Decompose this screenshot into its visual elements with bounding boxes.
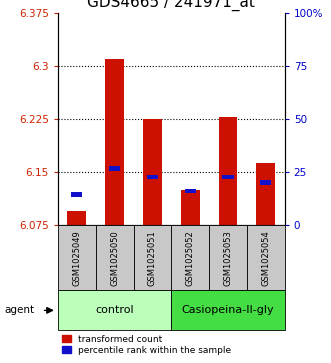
Bar bbox=[133, 225, 171, 290]
Text: GSM1025053: GSM1025053 bbox=[223, 230, 232, 286]
Bar bbox=[58, 290, 171, 330]
Bar bbox=[105, 59, 124, 225]
Bar bbox=[96, 225, 133, 290]
Bar bbox=[260, 180, 271, 185]
Text: control: control bbox=[95, 305, 134, 315]
Bar bbox=[209, 225, 247, 290]
Bar bbox=[222, 175, 234, 179]
Bar bbox=[184, 189, 196, 193]
Text: GSM1025049: GSM1025049 bbox=[72, 230, 81, 286]
Bar bbox=[68, 211, 86, 225]
Bar bbox=[109, 166, 120, 171]
Bar bbox=[147, 175, 158, 179]
Title: GDS4665 / 241971_at: GDS4665 / 241971_at bbox=[87, 0, 255, 11]
Bar bbox=[256, 163, 275, 225]
Bar bbox=[181, 190, 200, 225]
Text: GSM1025052: GSM1025052 bbox=[186, 230, 195, 286]
Bar bbox=[143, 119, 162, 225]
Bar bbox=[171, 225, 209, 290]
Bar bbox=[58, 225, 96, 290]
Text: GSM1025050: GSM1025050 bbox=[110, 230, 119, 286]
Text: Casiopeina-II-gly: Casiopeina-II-gly bbox=[182, 305, 274, 315]
Bar bbox=[247, 225, 285, 290]
Text: GSM1025054: GSM1025054 bbox=[261, 230, 270, 286]
Bar bbox=[218, 117, 237, 225]
Legend: transformed count, percentile rank within the sample: transformed count, percentile rank withi… bbox=[63, 335, 231, 355]
Bar bbox=[71, 192, 82, 197]
Text: GSM1025051: GSM1025051 bbox=[148, 230, 157, 286]
Text: agent: agent bbox=[5, 305, 35, 315]
Bar bbox=[171, 290, 285, 330]
